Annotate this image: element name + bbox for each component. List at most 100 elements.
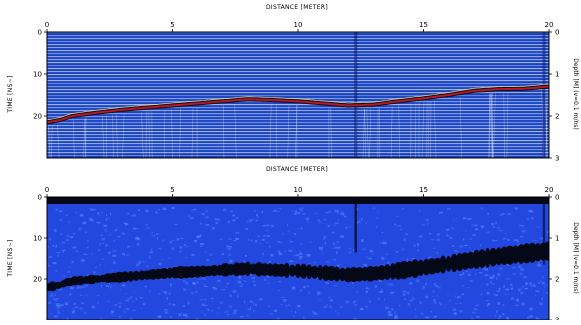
speckle xyxy=(291,261,294,262)
speckle xyxy=(480,244,482,246)
speckle xyxy=(431,311,433,312)
speckle xyxy=(205,251,206,253)
speckle xyxy=(57,252,61,253)
speckle xyxy=(378,212,379,213)
speckle xyxy=(533,284,535,287)
speckle xyxy=(426,219,430,220)
speckle xyxy=(108,217,109,219)
speckle xyxy=(137,228,140,229)
speckle xyxy=(285,250,286,252)
speckle xyxy=(447,294,448,295)
speckle xyxy=(92,254,93,255)
speckle xyxy=(119,306,121,308)
speckle xyxy=(419,210,420,212)
speckle xyxy=(141,261,145,262)
speckle xyxy=(48,246,49,247)
speckle xyxy=(262,253,263,256)
speckle xyxy=(475,273,476,274)
speckle xyxy=(179,251,181,253)
speckle xyxy=(459,310,463,312)
fringe-band xyxy=(47,41,549,42)
speckle xyxy=(315,213,318,214)
speckle xyxy=(140,297,143,298)
speckle xyxy=(506,278,510,279)
speckle xyxy=(345,227,348,229)
fringe-band xyxy=(47,141,549,142)
speckle xyxy=(426,296,429,299)
speckle xyxy=(513,274,517,275)
speckle xyxy=(278,281,279,282)
y-tick-label: 20 xyxy=(33,113,42,121)
x-axis-title: DISTANCE [METER] xyxy=(266,4,328,11)
speckle xyxy=(298,212,300,214)
speckle xyxy=(114,304,118,306)
speckle xyxy=(527,317,529,318)
speckle xyxy=(77,287,80,289)
speckle xyxy=(366,222,367,224)
speckle xyxy=(400,229,402,230)
speckle xyxy=(402,248,405,250)
speckle xyxy=(155,211,157,213)
speckle xyxy=(511,288,514,290)
speckle xyxy=(48,265,51,267)
speckle xyxy=(152,232,154,233)
speckle xyxy=(264,279,267,281)
speckle xyxy=(456,218,457,219)
speckle xyxy=(50,295,54,297)
speckle xyxy=(338,220,339,221)
speckle xyxy=(468,274,470,276)
speckle xyxy=(101,212,103,213)
speckle xyxy=(236,217,239,219)
speckle xyxy=(321,251,324,252)
speckle xyxy=(183,288,186,290)
speckle xyxy=(484,269,488,271)
fringe-band xyxy=(47,38,549,39)
speckle xyxy=(149,291,150,293)
speckle xyxy=(206,259,209,260)
speckle xyxy=(395,311,396,314)
speckle xyxy=(326,282,329,284)
speckle xyxy=(198,279,202,280)
x-axis-title: DISTANCE [METER] xyxy=(266,166,328,173)
speckle xyxy=(475,228,478,230)
fringe-band xyxy=(47,137,549,138)
speckle xyxy=(217,218,219,221)
reflector-blob xyxy=(284,263,290,278)
speckle xyxy=(117,236,120,238)
speckle xyxy=(100,318,103,320)
speckle xyxy=(97,295,100,296)
speckle xyxy=(84,254,87,255)
speckle xyxy=(306,217,309,219)
speckle xyxy=(133,310,136,311)
speckle xyxy=(350,226,351,227)
speckle xyxy=(80,214,84,216)
speckle xyxy=(463,238,465,240)
speckle xyxy=(245,228,248,229)
y2-tick-label: 3 xyxy=(555,155,559,163)
speckle xyxy=(163,291,164,294)
speckle xyxy=(298,208,301,209)
speckle xyxy=(375,285,377,288)
speckle xyxy=(97,212,99,214)
fringe-band xyxy=(47,126,549,127)
y2-tick-label: 3 xyxy=(555,317,559,321)
y-tick-label: 0 xyxy=(38,29,42,37)
speckle xyxy=(341,306,342,308)
speckle xyxy=(488,303,490,305)
speckle xyxy=(184,244,186,246)
speckle xyxy=(281,304,283,305)
speckle xyxy=(162,208,166,210)
speckle xyxy=(539,238,543,240)
speckle xyxy=(80,307,81,309)
speckle xyxy=(127,246,130,248)
fringe-band xyxy=(47,50,549,51)
x-tick-label: 0 xyxy=(45,21,49,29)
speckle xyxy=(278,290,280,291)
fringe-band xyxy=(47,114,549,115)
speckle xyxy=(338,313,339,314)
speckle xyxy=(49,256,53,258)
speckle xyxy=(415,309,416,311)
speckle xyxy=(112,250,116,253)
speckle xyxy=(84,312,85,314)
speckle xyxy=(538,282,540,284)
